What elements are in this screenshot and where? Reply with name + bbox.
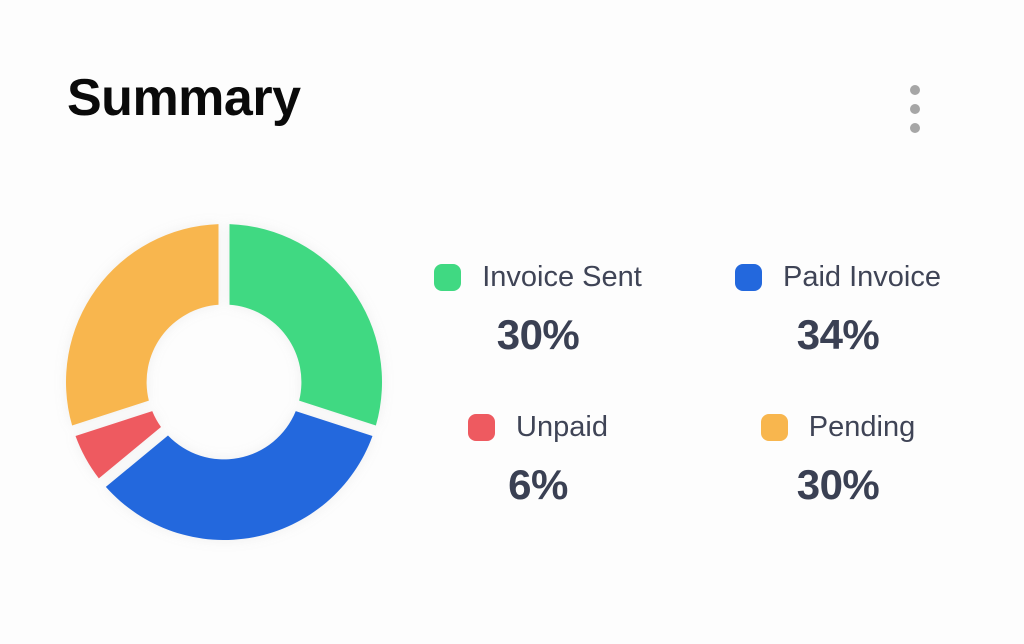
legend-value: 34% [796, 311, 880, 358]
page-title: Summary [67, 69, 301, 127]
donut-chart-svg [65, 224, 383, 541]
legend-value: 6% [508, 461, 568, 508]
donut-chart [64, 222, 384, 542]
chart-legend: Invoice Sent 30% Paid Invoice 34% Unpaid… [388, 262, 988, 506]
legend-item-pending: Pending 30% [688, 412, 988, 506]
legend-item-unpaid: Unpaid 6% [388, 412, 688, 506]
kebab-dot-icon [910, 123, 920, 133]
legend-label: Invoice Sent [482, 261, 642, 293]
legend-label: Unpaid [516, 411, 608, 443]
kebab-menu-button[interactable] [896, 78, 934, 140]
donut-segment-pending [65, 224, 219, 426]
legend-item-invoice-sent: Invoice Sent 30% [388, 262, 688, 356]
donut-segment-unpaid [75, 411, 161, 479]
kebab-dot-icon [910, 104, 920, 114]
legend-marker-invoice-sent-icon [434, 263, 462, 291]
legend-marker-pending-icon [760, 413, 788, 441]
donut-segment-invoice-sent [229, 224, 383, 426]
legend-value: 30% [796, 461, 880, 508]
legend-marker-paid-invoice-icon [735, 263, 762, 291]
kebab-dot-icon [910, 85, 920, 95]
legend-label: Paid Invoice [783, 261, 941, 293]
legend-item-paid-invoice: Paid Invoice 34% [688, 262, 988, 356]
donut-segment-paid-invoice [105, 411, 373, 541]
legend-marker-unpaid-icon [468, 413, 496, 441]
legend-label: Pending [808, 411, 916, 443]
legend-value: 30% [496, 311, 580, 358]
